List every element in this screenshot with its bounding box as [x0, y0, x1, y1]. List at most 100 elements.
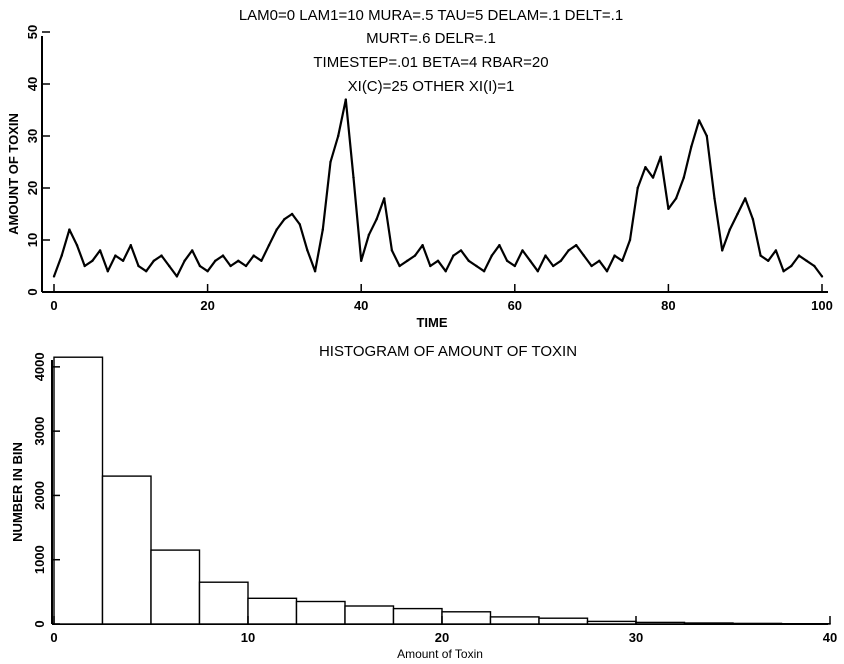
toxin-data-point: [751, 218, 755, 221]
histogram-bar: [635, 621, 686, 625]
bottom-x-tick-label: 30: [629, 630, 643, 645]
toxin-data-point: [83, 264, 86, 268]
toxin-data-point: [705, 134, 708, 138]
top-y-tick-label: 20: [25, 181, 40, 195]
toxin-data-point: [313, 270, 317, 273]
toxin-data-point: [52, 275, 56, 278]
histogram-bar: [538, 617, 589, 625]
bottom-y-tick-label: 0: [32, 620, 47, 627]
toxin-time-series-line: [52, 98, 823, 278]
bottom-y-tick-label: 4000: [32, 352, 47, 381]
toxin-data-point: [168, 264, 171, 268]
top-x-tick-label: 20: [200, 298, 214, 313]
histogram-bar: [441, 611, 492, 625]
bottom-x-ticks: 0 10 20 30 40: [50, 616, 837, 645]
bottom-x-axis-label: Amount of Toxin: [397, 647, 483, 661]
histogram-bar: [344, 605, 395, 625]
toxin-data-point: [667, 207, 670, 210]
toxin-data-point: [298, 223, 301, 226]
toxin-data-point: [529, 259, 532, 262]
toxin-time-series-points: [52, 98, 824, 278]
toxin-data-point: [152, 259, 155, 262]
toxin-data-point: [214, 259, 217, 262]
histogram-title: HISTOGRAM OF AMOUNT OF TOXIN: [319, 343, 577, 360]
histogram-bar: [732, 622, 783, 625]
toxin-data-point: [490, 254, 493, 257]
toxin-data-point: [444, 270, 447, 273]
top-title-line-3: TIMESTEP=.01 BETA=4 RBAR=20: [313, 54, 548, 71]
histogram-bar: [489, 616, 540, 625]
bottom-y-tick-label: 3000: [32, 417, 47, 446]
histogram-bar: [101, 475, 152, 625]
toxin-data-point: [728, 228, 731, 231]
bottom-y-tick-label: 2000: [32, 481, 47, 510]
toxin-data-point: [536, 270, 539, 273]
toxin-data-point: [429, 264, 432, 268]
toxin-data-point: [475, 264, 478, 268]
top-y-tick-label: 10: [25, 233, 40, 247]
histogram-bar: [247, 597, 298, 625]
toxin-data-point: [613, 254, 616, 257]
toxin-data-point: [91, 259, 94, 262]
bottom-y-tick-label: 1000: [32, 545, 47, 574]
toxin-data-point: [767, 259, 770, 262]
toxin-data-point: [582, 254, 586, 257]
top-y-axis-label: AMOUNT OF TOXIN: [6, 113, 21, 235]
toxin-data-point: [237, 259, 240, 262]
bottom-x-tick-label: 20: [435, 630, 449, 645]
toxin-data-point: [191, 249, 194, 252]
toxin-data-point: [114, 254, 117, 257]
toxin-data-point: [659, 155, 662, 158]
toxin-data-point: [575, 244, 578, 247]
toxin-data-point: [68, 228, 71, 231]
top-title: LAM0=0 LAM1=10 MURA=.5 TAU=5 DELAM=.1 DE…: [239, 7, 623, 95]
top-y-tick-label: 50: [25, 25, 40, 39]
top-x-tick-label: 100: [811, 298, 833, 313]
toxin-data-point: [283, 218, 286, 221]
toxin-data-point: [267, 244, 271, 247]
top-x-ticks: 0 20 40 60 80 100: [50, 284, 833, 313]
toxin-data-point: [413, 254, 417, 257]
top-x-axis-label: TIME: [416, 315, 447, 330]
toxin-data-point: [106, 270, 110, 273]
toxin-data-point: [221, 254, 225, 257]
toxin-data-point: [421, 244, 424, 247]
toxin-data-point: [98, 249, 102, 252]
histogram-bar: [53, 356, 104, 625]
toxin-data-point: [252, 254, 255, 257]
toxin-data-point: [137, 264, 140, 268]
histogram-bar: [198, 581, 249, 625]
toxin-data-point: [820, 275, 824, 278]
top-x-tick-label: 60: [508, 298, 522, 313]
toxin-data-point: [406, 259, 409, 262]
toxin-data-point: [344, 98, 347, 101]
toxin-data-point: [674, 197, 678, 200]
toxin-data-point: [513, 264, 516, 268]
toxin-data-point: [498, 244, 501, 247]
histogram-bar: [150, 549, 201, 625]
top-title-line-1: LAM0=0 LAM1=10 MURA=.5 TAU=5 DELAM=.1 DE…: [239, 7, 623, 24]
toxin-data-point: [567, 249, 570, 252]
toxin-data-point: [121, 259, 125, 262]
toxin-data-point: [505, 259, 509, 262]
toxin-data-point: [145, 270, 148, 273]
top-title-line-2: MURT=.6 DELR=.1: [366, 30, 496, 47]
toxin-data-point: [774, 249, 778, 252]
toxin-data-point: [160, 254, 163, 257]
bottom-x-tick-label: 10: [241, 630, 255, 645]
toxin-data-point: [682, 176, 685, 179]
toxin-data-point: [628, 238, 632, 242]
toxin-data-point: [482, 270, 486, 273]
toxin-data-point: [183, 259, 186, 262]
toxin-data-point: [175, 275, 179, 278]
bottom-x-tick-label: 0: [50, 630, 57, 645]
toxin-data-point: [467, 259, 470, 262]
toxin-data-point: [797, 254, 801, 257]
toxin-data-point: [452, 254, 455, 257]
toxin-data-point: [398, 264, 401, 268]
toxin-data-point: [759, 254, 762, 257]
histogram-bars: [53, 356, 831, 625]
toxin-data-point: [521, 249, 524, 252]
toxin-data-point: [321, 228, 324, 231]
